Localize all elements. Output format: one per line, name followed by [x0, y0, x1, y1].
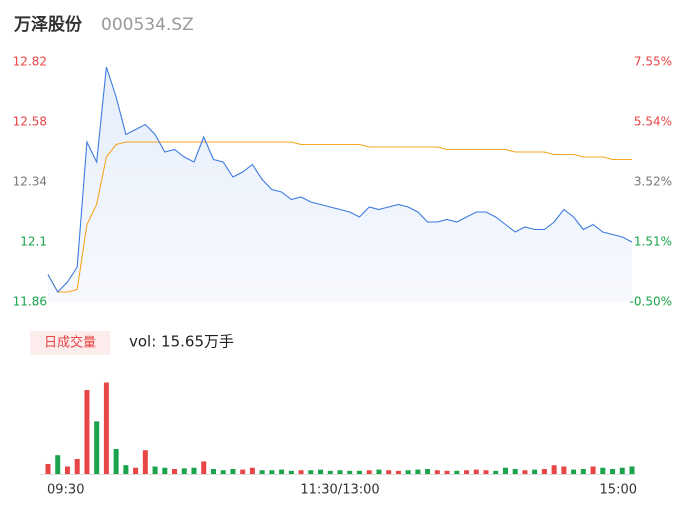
volume-bar: [493, 470, 499, 474]
volume-bar: [279, 469, 285, 474]
average-line: [47, 141, 632, 293]
volume-bar: [610, 468, 616, 474]
volume-bar: [347, 470, 353, 474]
volume-bar: [240, 469, 246, 474]
stock-name: 万泽股份: [13, 14, 83, 35]
volume-bar: [454, 470, 460, 474]
volume-bar: [298, 470, 304, 474]
volume-bar: [376, 469, 382, 474]
volume-bar: [395, 470, 401, 474]
volume-bar: [152, 466, 158, 474]
volume-bar: [103, 382, 109, 474]
volume-bar: [629, 466, 635, 474]
volume-bar: [337, 470, 343, 474]
y2-tick-label: 5.54%: [634, 114, 672, 128]
price-area: [48, 67, 632, 302]
x-tick-label: 09:30: [47, 483, 84, 498]
volume-bar: [55, 455, 61, 474]
volume-bar: [473, 469, 479, 474]
volume-bar: [162, 467, 168, 474]
volume-bar: [64, 466, 70, 474]
volume-bar: [541, 468, 547, 474]
volume-bar: [220, 470, 226, 474]
y2-tick-label: -0.50%: [630, 295, 672, 309]
volume-bar: [113, 448, 119, 474]
volume-bar: [318, 469, 324, 474]
volume-bar: [619, 467, 625, 474]
volume-bar: [288, 470, 294, 474]
volume-bar: [590, 466, 596, 474]
volume-bar: [434, 470, 440, 474]
volume-bar: [512, 468, 518, 474]
volume-bar: [74, 458, 80, 474]
volume-bar: [45, 463, 51, 474]
volume-bar: [405, 470, 411, 474]
volume-bar: [483, 470, 489, 474]
volume-bar: [84, 390, 90, 474]
volume-bar: [191, 467, 197, 474]
volume-title: 日成交量: [44, 335, 96, 351]
volume-tag-bg: [30, 331, 110, 355]
y2-tick-label: 7.55%: [634, 55, 672, 69]
volume-bar: [600, 467, 606, 474]
volume-bar: [356, 470, 362, 474]
volume-bar: [249, 467, 255, 474]
volume-bar: [444, 470, 450, 474]
volume-bar: [522, 470, 528, 474]
x-tick-label: 15:00: [600, 483, 637, 498]
volume-bar: [269, 470, 275, 474]
volume-bar: [123, 465, 129, 474]
volume-bar: [464, 470, 470, 474]
volume-bar: [133, 467, 139, 474]
volume-bar: [425, 468, 431, 474]
volume-bar: [94, 421, 100, 474]
volume-bar: [532, 469, 538, 474]
volume-bar: [142, 450, 148, 474]
y-tick-label: 12.1: [20, 235, 47, 249]
volume-bar: [366, 470, 372, 474]
volume-bar: [415, 469, 421, 474]
y2-tick-label: 3.52%: [634, 175, 672, 189]
volume-bar: [259, 470, 265, 474]
y-tick-label: 12.82: [13, 55, 47, 69]
x-tick-label: 11:30/13:00: [300, 483, 379, 498]
volume-bar: [201, 461, 207, 474]
y-tick-label: 12.58: [13, 115, 47, 129]
volume-bar: [561, 466, 567, 474]
volume-bar: [327, 470, 333, 474]
volume-bar: [230, 468, 236, 474]
volume-bar: [551, 465, 557, 474]
volume-bar: [172, 468, 178, 474]
volume-bar: [580, 468, 586, 474]
price-line: [47, 66, 633, 293]
volume-bar: [210, 468, 216, 474]
y2-tick-label: 1.51%: [634, 235, 672, 249]
volume-bar: [571, 469, 577, 474]
stock-code: 000534.SZ: [101, 15, 194, 35]
volume-bar: [308, 470, 314, 474]
volume-bar: [502, 467, 508, 474]
y-tick-label: 12.34: [13, 175, 47, 189]
volume-bar: [386, 470, 392, 474]
volume-label: vol: 15.65万手: [129, 333, 234, 351]
y-tick-label: 11.86: [13, 295, 47, 309]
volume-bar: [181, 468, 187, 474]
